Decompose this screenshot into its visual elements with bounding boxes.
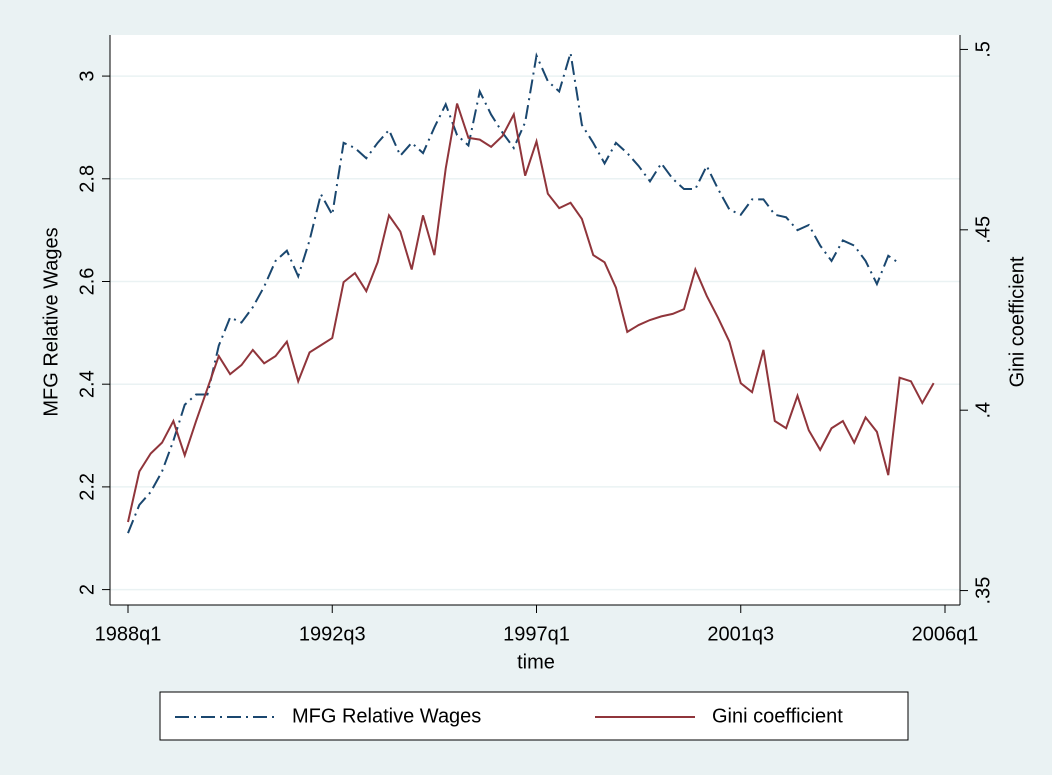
legend-label: Gini coefficient bbox=[712, 705, 843, 727]
y2-tick-label: .5 bbox=[972, 41, 994, 58]
y2-tick-label: .4 bbox=[972, 402, 994, 419]
series-line bbox=[127, 103, 935, 523]
legend bbox=[159, 691, 909, 741]
y2-tick-label: .35 bbox=[972, 577, 994, 605]
y-tick-label: 2.6 bbox=[76, 268, 98, 296]
x-tick-label: 1992q3 bbox=[299, 623, 366, 645]
x-tick-label: 1997q1 bbox=[503, 623, 570, 645]
y2-axis-title: Gini coefficient bbox=[1006, 256, 1028, 387]
series-line bbox=[127, 52, 901, 534]
y-tick-label: 3 bbox=[76, 71, 98, 82]
y-tick-label: 2.8 bbox=[76, 165, 98, 193]
y2-tick-label: .45 bbox=[972, 216, 994, 244]
x-tick-label: 2001q3 bbox=[707, 623, 774, 645]
x-tick-label: 1988q1 bbox=[95, 623, 162, 645]
plot-area bbox=[110, 35, 960, 605]
x-axis-title: time bbox=[517, 651, 555, 673]
y-tick-label: 2.4 bbox=[76, 370, 98, 398]
y-tick-label: 2 bbox=[76, 584, 98, 595]
legend-label: MFG Relative Wages bbox=[292, 705, 481, 727]
x-tick-label: 2006q1 bbox=[912, 623, 979, 645]
y-axis-title: MFG Relative Wages bbox=[40, 227, 62, 416]
y-tick-label: 2.2 bbox=[76, 473, 98, 501]
